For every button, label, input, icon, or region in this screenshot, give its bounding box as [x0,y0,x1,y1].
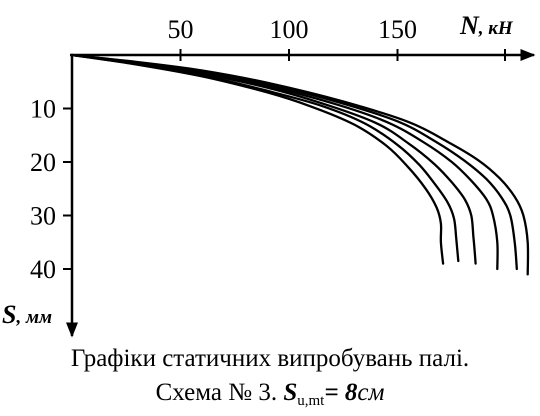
x-tick-label: 50 [168,15,194,44]
x-tick-label: 100 [270,15,309,44]
y-axis-separator: , [15,307,26,328]
pile-test-chart: 50 100 150 10 20 30 40 N, кН S, мм [2,11,536,338]
load-settlement-curve [70,53,460,263]
y-axis-unit: мм [25,307,52,328]
y-tick-label: 10 [30,95,56,124]
y-tick-label: 20 [30,148,56,177]
chart-caption-scheme: Схема № 3. Su,mt= 8см [0,378,540,416]
x-axis-label: N, кН [459,11,514,40]
x-axis-symbol: N [459,11,480,40]
y-axis-label: S, мм [2,300,52,329]
caption-value: 8 [344,379,358,406]
y-axis-ticks: 10 20 30 40 [30,95,72,284]
load-settlement-curves [70,53,530,276]
x-axis-unit: кН [488,18,514,39]
caption-symbol: S [283,379,298,406]
y-axis-symbol: S [2,300,16,329]
caption-subscript: u,mt [297,393,325,409]
y-tick-label: 30 [30,202,56,231]
caption-equals: = [324,379,345,406]
load-settlement-curve [70,53,530,276]
x-axis-ticks: 50 100 150 [168,15,506,61]
caption-unit: см [357,379,385,406]
x-axis-separator: , [478,18,489,39]
y-tick-label: 40 [30,255,56,284]
chart-caption-title: Графіки статичних випробувань палі. [70,345,470,372]
caption-scheme-prefix: Схема № 3. [155,379,284,406]
x-tick-label: 150 [378,15,417,44]
